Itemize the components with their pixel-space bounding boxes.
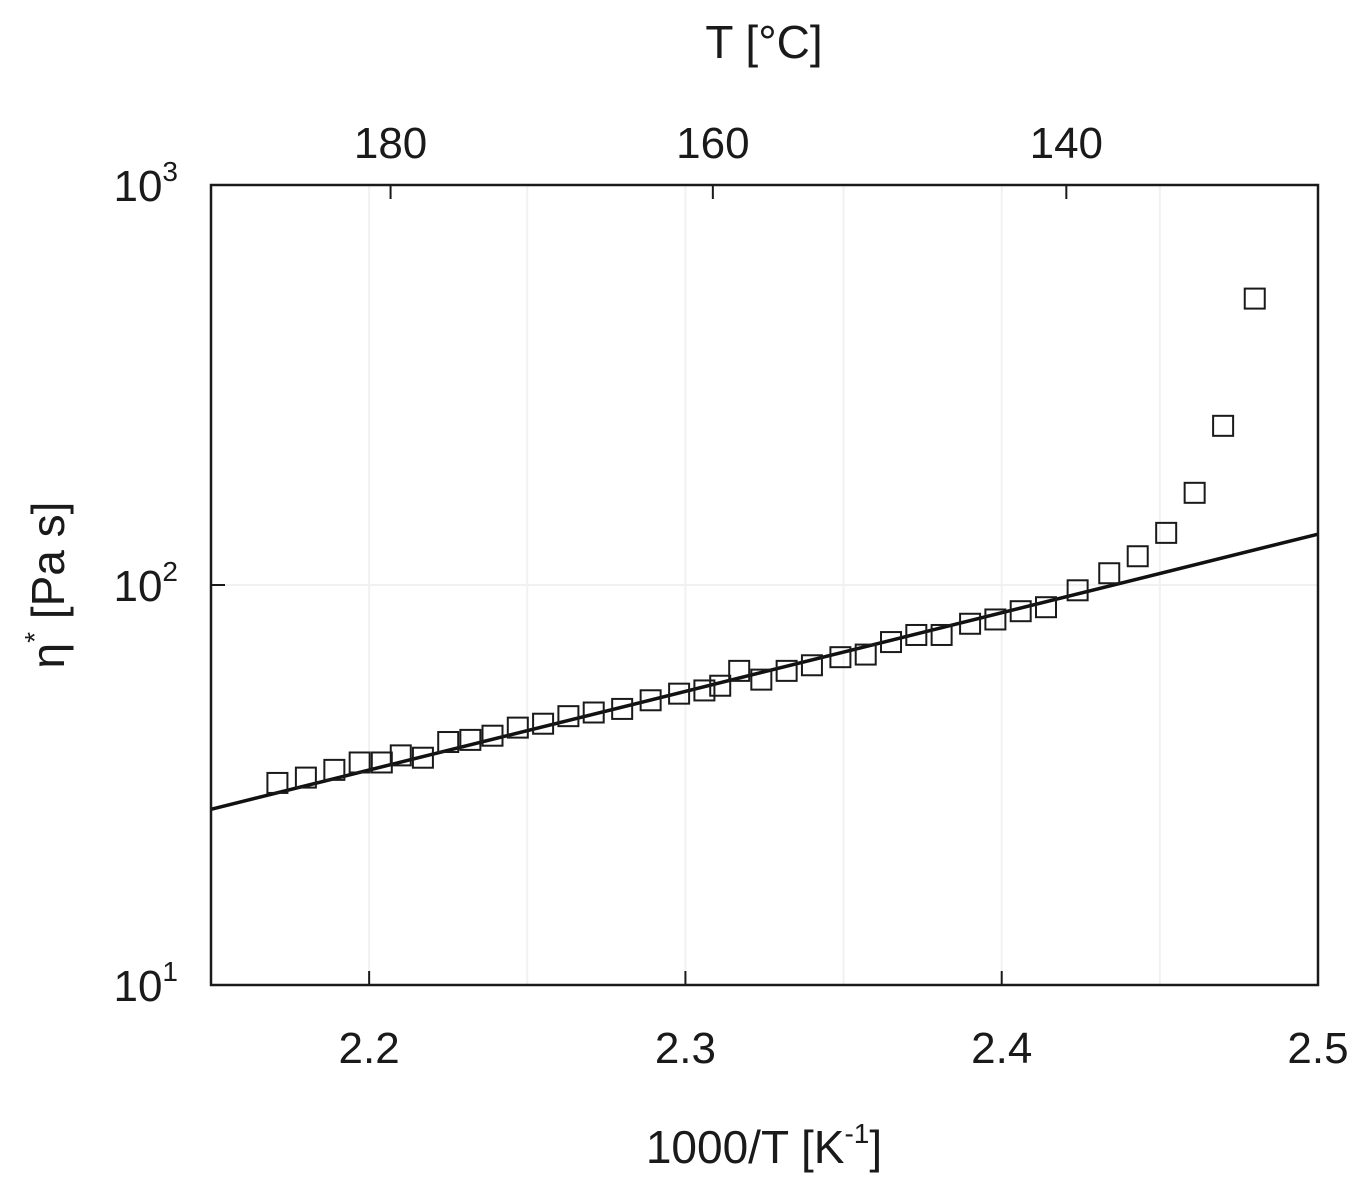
data-point xyxy=(1183,481,1206,504)
data-point xyxy=(800,654,823,677)
data-point xyxy=(1212,414,1235,437)
data-point xyxy=(1243,287,1266,310)
data-point xyxy=(370,751,393,774)
y-tick-label: 103 xyxy=(113,156,178,211)
top-axis-ticks: 180 160 140 xyxy=(354,119,1103,199)
data-point xyxy=(266,771,289,794)
data-point xyxy=(1034,596,1057,619)
data-point xyxy=(294,766,317,789)
data-point xyxy=(1066,579,1089,602)
fit-line xyxy=(210,532,1319,811)
x-axis-title: 1000/T [K-1] xyxy=(646,1118,882,1173)
data-point xyxy=(459,728,482,751)
data-point xyxy=(389,744,412,767)
data-point xyxy=(668,682,691,705)
data-point xyxy=(639,689,662,712)
y-tick-label: 102 xyxy=(113,556,178,611)
data-point xyxy=(323,758,346,781)
fit-line-layer xyxy=(210,532,1319,811)
data-point xyxy=(854,643,877,666)
data-point xyxy=(984,608,1007,631)
y-axis-ticks: 101 102 103 xyxy=(113,156,225,1011)
data-point xyxy=(1126,545,1149,568)
x-tick-label: 2.3 xyxy=(655,1024,716,1073)
data-point xyxy=(506,716,529,739)
data-point xyxy=(728,659,751,682)
x-tick-label: 2.2 xyxy=(339,1024,400,1073)
data-point xyxy=(905,623,928,646)
x-tick-label: 2.4 xyxy=(971,1024,1032,1073)
data-point xyxy=(582,701,605,724)
data-point xyxy=(1098,562,1121,585)
data-point xyxy=(709,674,732,697)
data-point xyxy=(437,731,460,754)
top-axis-title: T [°C] xyxy=(705,16,822,68)
data-point xyxy=(693,679,716,702)
y-tick-label: 101 xyxy=(113,956,178,1011)
data-point xyxy=(611,697,634,720)
data-point xyxy=(1155,521,1178,544)
data-points xyxy=(266,287,1266,794)
data-point xyxy=(557,705,580,728)
top-tick-label: 180 xyxy=(354,119,427,168)
data-point xyxy=(880,631,903,654)
data-point xyxy=(959,612,982,635)
data-point xyxy=(930,623,953,646)
data-point xyxy=(750,668,773,691)
data-point xyxy=(411,746,434,769)
data-point xyxy=(775,659,798,682)
grid-lines xyxy=(211,185,1318,985)
data-point xyxy=(532,712,555,735)
top-tick-label: 160 xyxy=(676,119,749,168)
data-point xyxy=(481,724,504,747)
x-axis-ticks: 2.2 2.3 2.4 2.5 xyxy=(339,971,1349,1073)
x-tick-label: 2.5 xyxy=(1287,1024,1348,1073)
top-tick-label: 140 xyxy=(1030,119,1103,168)
y-axis-title: η* [Pa s] xyxy=(19,502,74,669)
data-point xyxy=(829,646,852,669)
data-point xyxy=(1009,600,1032,623)
data-point xyxy=(348,751,371,774)
